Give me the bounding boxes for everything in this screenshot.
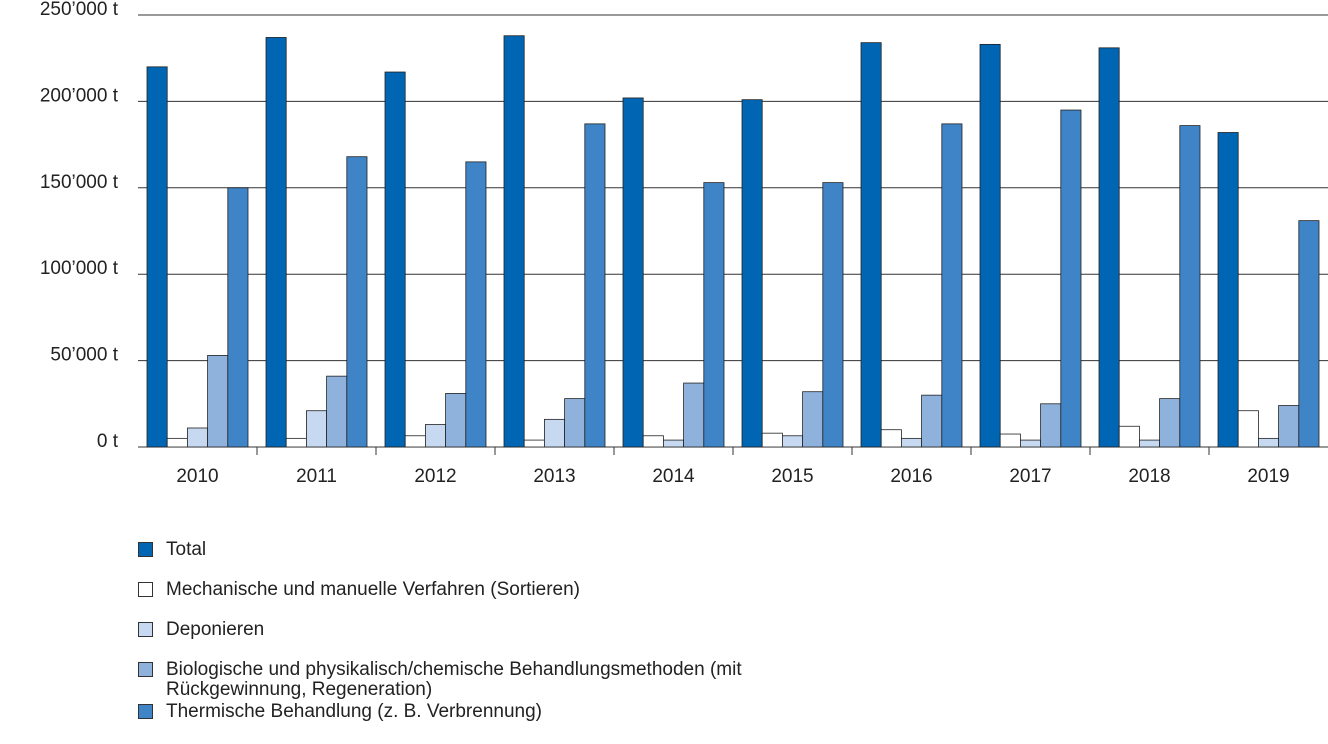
bar [802,391,824,448]
bar [782,435,804,448]
bar [683,382,705,448]
bar [663,439,685,448]
x-tick-label: 2013 [533,466,575,487]
x-tick-label: 2016 [890,466,932,487]
y-tick-label: 150’000 t [40,172,119,193]
y-tick-label: 200’000 t [40,85,119,106]
x-tick-label: 2011 [296,466,337,487]
legend-label: Biologische und physikalisch/chemische B… [166,659,742,700]
bar [1020,439,1042,448]
bar [564,398,586,448]
x-tick-label: 2012 [414,466,456,487]
bar [1060,109,1082,448]
x-tick-label: 2019 [1247,466,1289,487]
y-tick-label: 250’000 t [40,0,119,20]
bar [207,355,229,448]
x-tick-label: 2010 [176,466,218,487]
bar [544,418,566,448]
bar [979,43,1001,448]
legend-item: Mechanische und manuelle Verfahren (Sort… [138,580,756,600]
bar [822,182,844,448]
bar [523,439,545,448]
bar [326,375,348,448]
bar [1159,398,1181,448]
bar [880,429,902,448]
bar [584,123,606,448]
bar [1179,125,1201,448]
chart: 0 t 50’000 t 100’000 t 150’000 t 200’000 t 25… [40,0,1328,487]
bar [703,182,725,448]
legend-label: Deponieren [166,619,265,640]
legend-item: Total [138,540,756,560]
legend-swatch [138,542,153,557]
legend: Total Mechanische und manuelle Verfahren … [138,540,756,742]
x-tick-label: 2015 [771,466,813,487]
bar [227,187,249,448]
x-tick-label: 2014 [652,466,695,487]
legend-swatch [138,662,153,677]
legend-item: Biologische und physikalisch/chemische B… [138,660,756,700]
bar [999,433,1021,448]
bar [265,37,287,448]
legend-label: Thermische Behandlung (z. B. Verbrennung… [166,701,542,722]
bar [465,161,487,448]
legend-label: Mechanische und manuelle Verfahren (Sort… [166,579,581,600]
bar [901,437,923,448]
bar [346,156,368,448]
bar [146,66,168,448]
bar [424,424,446,448]
bar [305,410,327,448]
legend-swatch [138,582,153,597]
legend-label: Total [166,539,207,560]
bar [404,435,426,448]
bar [622,97,644,448]
legend-item: Thermische Behandlung (z. B. Verbrennung… [138,702,756,722]
bar [921,394,943,448]
bar [642,435,664,448]
bar [1258,437,1280,448]
bar [741,99,763,448]
bar [1278,405,1300,448]
bar [384,71,406,448]
bar [1139,439,1161,448]
bar [1237,410,1259,448]
bar [166,437,188,448]
bar [445,393,467,448]
bar [860,42,882,448]
bar [1098,47,1120,448]
bar [1040,403,1062,448]
bar [1217,132,1239,448]
x-tick-label: 2017 [1009,466,1051,487]
bar [761,432,783,448]
bar [503,35,525,448]
x-tick-label: 2018 [1128,466,1170,487]
bar [1298,220,1320,448]
y-tick-label: 50’000 t [50,345,118,366]
legend-item: Deponieren [138,620,756,640]
bar [1118,425,1140,448]
bar [186,427,208,448]
y-tick-label: 0 t [97,431,119,452]
legend-swatch [138,622,153,637]
legend-swatch [138,704,153,719]
bar [941,123,963,448]
y-tick-label: 100’000 t [40,258,119,279]
bar [285,437,307,448]
